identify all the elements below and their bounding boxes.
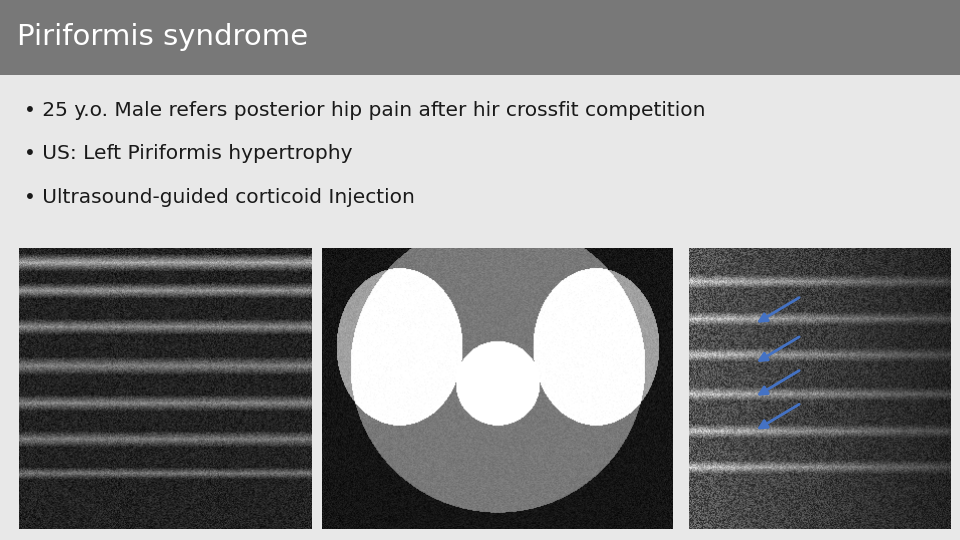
Text: • 25 y.o. Male refers posterior hip pain after hir crossfit competition: • 25 y.o. Male refers posterior hip pain… (24, 101, 706, 120)
Text: • US: Left Piriformis hypertrophy: • US: Left Piriformis hypertrophy (24, 144, 352, 164)
Bar (0, 0, 960, 75)
Text: Piriformis syndrome: Piriformis syndrome (17, 23, 308, 51)
Text: • Ultrasound-guided corticoid Injection: • Ultrasound-guided corticoid Injection (24, 187, 415, 207)
